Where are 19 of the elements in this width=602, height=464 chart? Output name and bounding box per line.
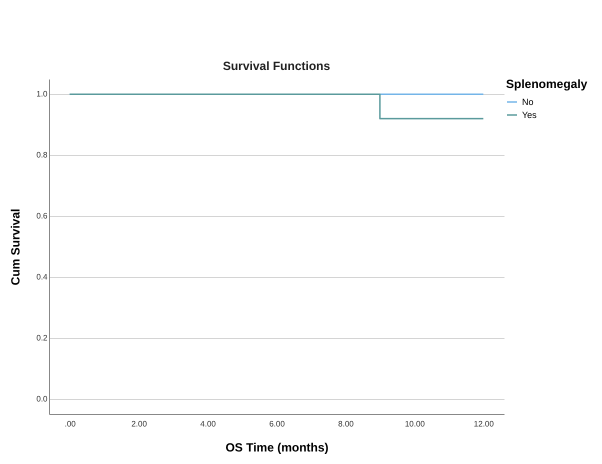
- chart-title: Survival Functions: [222, 59, 330, 73]
- x-tick-label: 2.00: [131, 420, 148, 428]
- y-tick-label: 0.6: [36, 212, 48, 221]
- y-axis-title: Cum Survival: [8, 208, 22, 286]
- x-tick-label: 4.00: [200, 420, 216, 428]
- y-tick-label: 0.4: [36, 272, 48, 282]
- y-tick-label: 0.2: [36, 333, 48, 342]
- y-tick-label: 0.0: [36, 394, 48, 404]
- legend-title: Splenomegaly: [506, 77, 588, 91]
- legend-label: Yes: [522, 110, 538, 120]
- y-tick-label: 1.0: [36, 90, 48, 99]
- x-tick-label: 12.00: [474, 420, 494, 428]
- x-tick-label: .00: [64, 420, 76, 428]
- x-tick-label: 10.00: [404, 420, 426, 428]
- x-axis-title: OS Time (months): [225, 440, 329, 454]
- y-tick-label: 0.8: [36, 150, 48, 160]
- x-tick-label: 8.00: [338, 420, 354, 428]
- legend-label: No: [522, 97, 534, 107]
- x-tick-label: 6.00: [269, 420, 286, 428]
